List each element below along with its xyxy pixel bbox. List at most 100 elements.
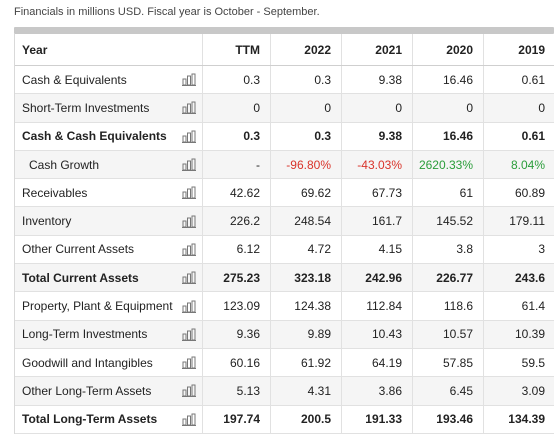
cell-ttm: 275.23 <box>203 264 271 292</box>
cell-2019: 10.39 <box>514 327 545 342</box>
cell-ttm: - <box>203 150 271 179</box>
bar-chart-icon[interactable] <box>175 66 203 94</box>
header-2020[interactable]: 2020 <box>413 34 484 65</box>
cell-2019: 8.04% <box>510 157 545 172</box>
cell-2022: 200.5 <box>271 405 342 433</box>
bar-chart-icon[interactable] <box>175 292 203 320</box>
cell-2020: 3.8 <box>413 235 484 264</box>
table-row: Property, Plant & Equipment 123.09 124.38 1… <box>15 292 554 321</box>
row-label: Goodwill and Intangibles <box>22 355 153 370</box>
cell-2022: 9.89 <box>271 320 342 348</box>
cell-2020: 193.46 <box>413 405 484 433</box>
units-note: Financials in millions USD. Fiscal year … <box>14 6 320 18</box>
cell-2022: 248.54 <box>271 207 342 235</box>
bar-chart-icon[interactable] <box>175 150 203 179</box>
bar-chart-icon[interactable] <box>175 405 203 433</box>
header-2022[interactable]: 2022 <box>271 34 342 65</box>
cell-2020: 57.85 <box>413 348 484 377</box>
cell-2019: 61.4 <box>521 299 545 314</box>
bar-chart-icon[interactable] <box>175 122 203 150</box>
cell-2020: 6.45 <box>413 377 484 405</box>
cell-ttm: 226.2 <box>203 207 271 235</box>
table-row: Other Current Assets 6.12 4.72 4.15 3.8 3 <box>15 235 554 265</box>
cell-2020: 226.77 <box>413 264 484 292</box>
cell-ttm: 5.13 <box>203 377 271 405</box>
cell-2020: 2620.33% <box>413 150 484 179</box>
row-label: Cash Growth <box>29 157 100 172</box>
row-label: Cash & Cash Equivalents <box>22 129 167 144</box>
cell-2021: 191.33 <box>342 405 413 433</box>
table-row: Total Current Assets 275.23 323.18 242.96 22… <box>15 264 554 293</box>
cell-2021: 64.19 <box>342 348 413 377</box>
cell-2019: 0.61 <box>521 72 545 87</box>
cell-ttm: 123.09 <box>203 292 271 320</box>
table-row: Receivables 42.62 69.62 67.73 61 60.89 <box>15 179 554 208</box>
row-label: Cash & Equivalents <box>22 72 127 87</box>
cell-2020: 145.52 <box>413 207 484 235</box>
bar-chart-icon[interactable] <box>175 264 203 292</box>
cell-2020: 118.6 <box>413 292 484 320</box>
cell-ttm: 0 <box>203 94 271 122</box>
table-scrollbar[interactable] <box>14 27 554 34</box>
row-label: Short-Term Investments <box>22 100 150 115</box>
cell-2021: -43.03% <box>342 150 413 179</box>
cell-2021: 4.15 <box>342 235 413 264</box>
header-year[interactable]: Year <box>22 42 48 57</box>
cell-2019: 179.11 <box>509 214 545 229</box>
cell-ttm: 42.62 <box>203 179 271 207</box>
table-row: Long-Term Investments 9.36 9.89 10.43 10.57 1… <box>15 320 554 349</box>
cell-2019: 243.6 <box>514 270 545 285</box>
cell-2021: 112.84 <box>342 292 413 320</box>
cell-2021: 242.96 <box>342 264 413 292</box>
table-row: Cash & Equivalents 0.3 0.3 9.38 16.46 0.61 <box>15 66 554 95</box>
cell-2021: 67.73 <box>342 179 413 207</box>
cell-ttm: 9.36 <box>203 320 271 348</box>
cell-2019: 3.09 <box>521 383 545 398</box>
cell-ttm: 6.12 <box>203 235 271 264</box>
cell-2019: 60.89 <box>514 185 545 200</box>
bar-chart-icon[interactable] <box>175 179 203 207</box>
bar-chart-icon[interactable] <box>175 377 203 405</box>
cell-2020: 10.57 <box>413 320 484 348</box>
cell-2021: 161.7 <box>342 207 413 235</box>
cell-ttm: 0.3 <box>203 66 271 94</box>
cell-2022: 4.31 <box>271 377 342 405</box>
header-2019[interactable]: 2019 <box>518 42 545 57</box>
cell-2020: 16.46 <box>413 66 484 94</box>
table-row: Total Long-Term Assets 197.74 200.5 191.33 1… <box>15 405 554 434</box>
cell-2021: 9.38 <box>342 122 413 150</box>
bar-chart-icon[interactable] <box>175 94 203 122</box>
row-label: Other Current Assets <box>22 242 135 257</box>
header-ttm[interactable]: TTM <box>203 34 271 65</box>
bar-chart-icon[interactable] <box>175 348 203 377</box>
cell-2022: 0 <box>271 94 342 122</box>
cell-2022: 323.18 <box>271 264 342 292</box>
header-2021[interactable]: 2021 <box>342 34 413 65</box>
cell-2019: 0.61 <box>521 129 545 144</box>
table-row: Short-Term Investments 0 0 0 0 0 <box>15 94 554 123</box>
cell-2021: 10.43 <box>342 320 413 348</box>
table-row: Cash Growth - -96.80% -43.03% 2620.33% 8.04% <box>15 150 554 180</box>
cell-ttm: 60.16 <box>203 348 271 377</box>
bar-chart-icon[interactable] <box>175 320 203 348</box>
row-label: Long-Term Investments <box>22 327 148 342</box>
row-label: Inventory <box>22 214 72 229</box>
cell-2022: 69.62 <box>271 179 342 207</box>
cell-2021: 3.86 <box>342 377 413 405</box>
row-label: Other Long-Term Assets <box>22 383 152 398</box>
table-row: Cash & Cash Equivalents 0.3 0.3 9.38 16.46 0.… <box>15 122 554 151</box>
cell-2022: 61.92 <box>271 348 342 377</box>
row-label: Receivables <box>22 185 88 200</box>
cell-2021: 9.38 <box>342 66 413 94</box>
header-chart-spacer <box>175 34 203 65</box>
row-label: Total Current Assets <box>22 270 139 285</box>
bar-chart-icon[interactable] <box>175 207 203 235</box>
row-label: Total Long-Term Assets <box>22 412 158 427</box>
cell-2019: 0 <box>538 100 545 115</box>
cell-2019: 3 <box>538 242 545 257</box>
cell-2022: 0.3 <box>271 122 342 150</box>
cell-ttm: 0.3 <box>203 122 271 150</box>
cell-2020: 0 <box>413 94 484 122</box>
table-row: Inventory 226.2 248.54 161.7 145.52 179.11 <box>15 207 554 236</box>
bar-chart-icon[interactable] <box>175 235 203 264</box>
